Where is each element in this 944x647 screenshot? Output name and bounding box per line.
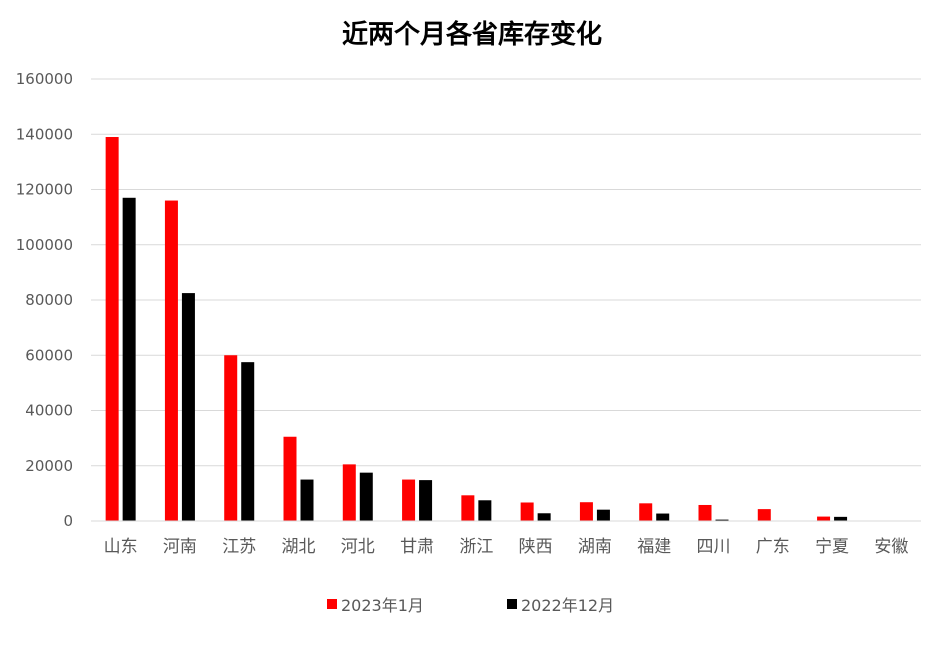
y-tick-label: 80000	[25, 291, 73, 309]
legend-item-2023-jan: 2023年1月	[327, 592, 424, 616]
x-tick-label: 湖北	[282, 537, 316, 557]
bar-series-2023-jan	[224, 355, 238, 521]
x-tick-label: 四川	[697, 537, 731, 557]
bar-series-2023-jan	[698, 504, 712, 521]
bar-series-2022-dec	[122, 197, 136, 521]
y-tick-label: 100000	[16, 236, 73, 254]
x-tick-label: 江苏	[222, 537, 256, 557]
chart-title: 近两个月各省库存变化	[341, 20, 602, 50]
bar-series-2023-jan	[639, 503, 653, 521]
x-tick-label: 甘肃	[400, 537, 434, 557]
legend-label: 2022年12月	[521, 596, 615, 615]
x-tick-label: 安徽	[874, 537, 908, 557]
bar-series-2023-jan	[461, 495, 475, 521]
y-tick-label: 140000	[16, 125, 73, 143]
bar-series-2023-jan	[520, 502, 534, 521]
y-tick-label: 60000	[25, 346, 73, 364]
bar-series-2022-dec	[596, 509, 610, 521]
y-tick-label: 160000	[16, 70, 73, 88]
legend-item-2022-dec: 2022年12月	[507, 592, 614, 616]
x-tick-label: 浙江	[459, 537, 493, 557]
bar-series-2022-dec	[834, 516, 848, 521]
x-tick-label: 湖南	[578, 537, 612, 557]
bar-series-2022-dec	[300, 479, 314, 521]
y-tick-label: 120000	[16, 181, 73, 199]
bar-series-2022-dec	[715, 519, 729, 521]
bar-series-2023-jan	[342, 464, 356, 521]
bar-series-2023-jan	[105, 137, 119, 521]
bar-series-2022-dec	[359, 472, 373, 521]
bar-series-2023-jan	[817, 516, 831, 521]
bar-series-2022-dec	[478, 500, 492, 521]
bar-series-2022-dec	[241, 362, 255, 521]
legend-swatch-black	[507, 599, 517, 609]
bar-series-2022-dec	[181, 293, 195, 521]
bar-series-2023-jan	[579, 502, 593, 521]
bar-series-2022-dec	[656, 513, 670, 521]
bar-series-2023-jan	[402, 479, 416, 521]
bar-series-2022-dec	[419, 480, 433, 521]
legend-label: 2023年1月	[341, 596, 424, 615]
y-tick-label: 20000	[25, 457, 73, 475]
x-tick-label: 河南	[163, 537, 197, 557]
y-tick-label: 40000	[25, 402, 73, 420]
x-tick-label: 宁夏	[815, 537, 849, 557]
bar-series-2023-jan	[757, 509, 771, 521]
x-tick-label: 陕西	[519, 537, 553, 557]
x-tick-label: 山东	[104, 537, 138, 557]
x-tick-label: 河北	[341, 537, 375, 557]
x-tick-label: 福建	[637, 537, 671, 557]
legend-swatch-red	[327, 599, 337, 609]
x-tick-label: 广东	[756, 537, 790, 557]
bar-series-2022-dec	[537, 513, 551, 521]
bar-series-2023-jan	[164, 200, 178, 522]
y-tick-label: 0	[63, 512, 73, 530]
bar-series-2023-jan	[283, 436, 297, 521]
